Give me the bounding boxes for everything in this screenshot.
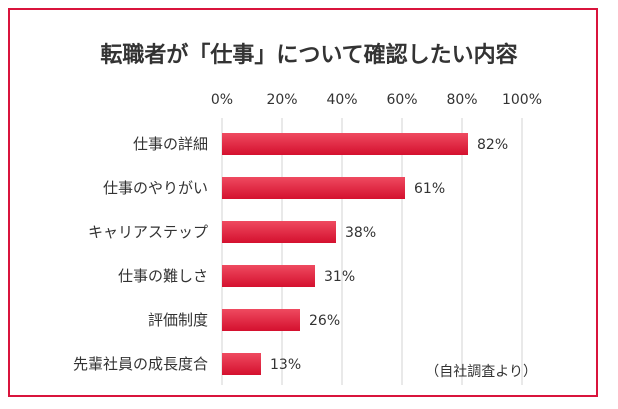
value-label-1: 82% <box>477 137 508 153</box>
value-label-3: 38% <box>345 225 376 241</box>
x-tick-label-100: 100% <box>502 92 542 108</box>
value-label-6: 13% <box>270 357 301 373</box>
x-tick-label-40: 40% <box>326 92 357 108</box>
chart-frame <box>8 8 598 397</box>
x-tick-label-60: 60% <box>386 92 417 108</box>
bars <box>222 133 468 375</box>
category-label-5: 評価制度 <box>148 311 208 329</box>
value-label-5: 26% <box>309 313 340 329</box>
category-label-1: 仕事の詳細 <box>133 135 208 153</box>
value-label-4: 31% <box>324 269 355 285</box>
x-tick-label-0: 0% <box>211 92 233 108</box>
category-label-2: 仕事のやりがい <box>103 179 208 197</box>
bar-4 <box>222 265 315 287</box>
source-note: （自社調査より） <box>425 364 537 380</box>
x-tick-label-80: 80% <box>446 92 477 108</box>
bar-5 <box>222 309 300 331</box>
category-label-3: キャリアステップ <box>88 223 208 241</box>
bar-1 <box>222 133 468 155</box>
grid-lines <box>221 118 523 385</box>
category-label-6: 先輩社員の成長度合 <box>73 355 208 373</box>
category-label-4: 仕事の難しさ <box>118 267 208 285</box>
x-axis-ticks: 0% 20% 40% 60% 80% 100% <box>211 92 542 108</box>
value-label-2: 61% <box>414 181 445 197</box>
bar-6 <box>222 353 261 375</box>
bar-3 <box>222 221 336 243</box>
x-tick-label-20: 20% <box>266 92 297 108</box>
chart-title: 転職者が「仕事」について確認したい内容 <box>100 42 517 68</box>
bar-2 <box>222 177 405 199</box>
value-labels: 82% 61% 38% 31% 26% 13% <box>270 137 508 373</box>
